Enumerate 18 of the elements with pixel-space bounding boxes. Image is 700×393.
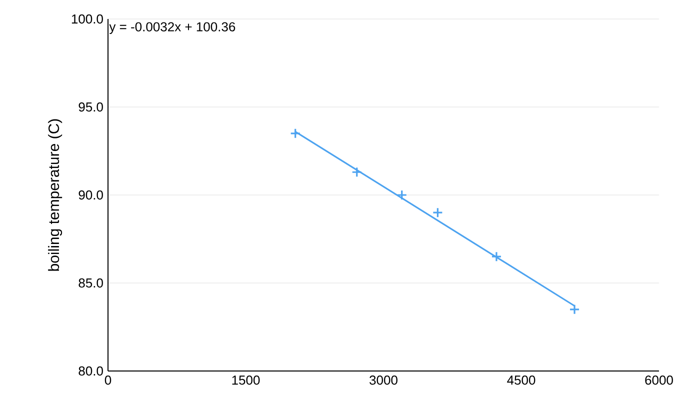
y-axis-title: boiling temperature (C) [48,119,62,271]
point [569,304,580,315]
y-tick-label: 90.0 [78,190,103,200]
point [432,207,443,218]
point [352,166,362,178]
y-tick-label: 100.0 [72,14,103,24]
annotation: y = -0.0032x + 100.36 [109,22,236,34]
x-tick-label: 0 [104,376,112,385]
y-tick-label: 85.0 [78,278,103,288]
point [290,128,301,139]
x-tick-label: 6000 [645,376,673,385]
point [396,190,408,200]
x-tick-label: 3000 [370,376,398,385]
x-tick-label: 1500 [232,376,260,385]
point [491,251,502,262]
y-tick-label: 95.0 [78,102,103,112]
y-tick-label: 80.0 [78,366,103,376]
x-tick-label: 4500 [507,376,536,385]
